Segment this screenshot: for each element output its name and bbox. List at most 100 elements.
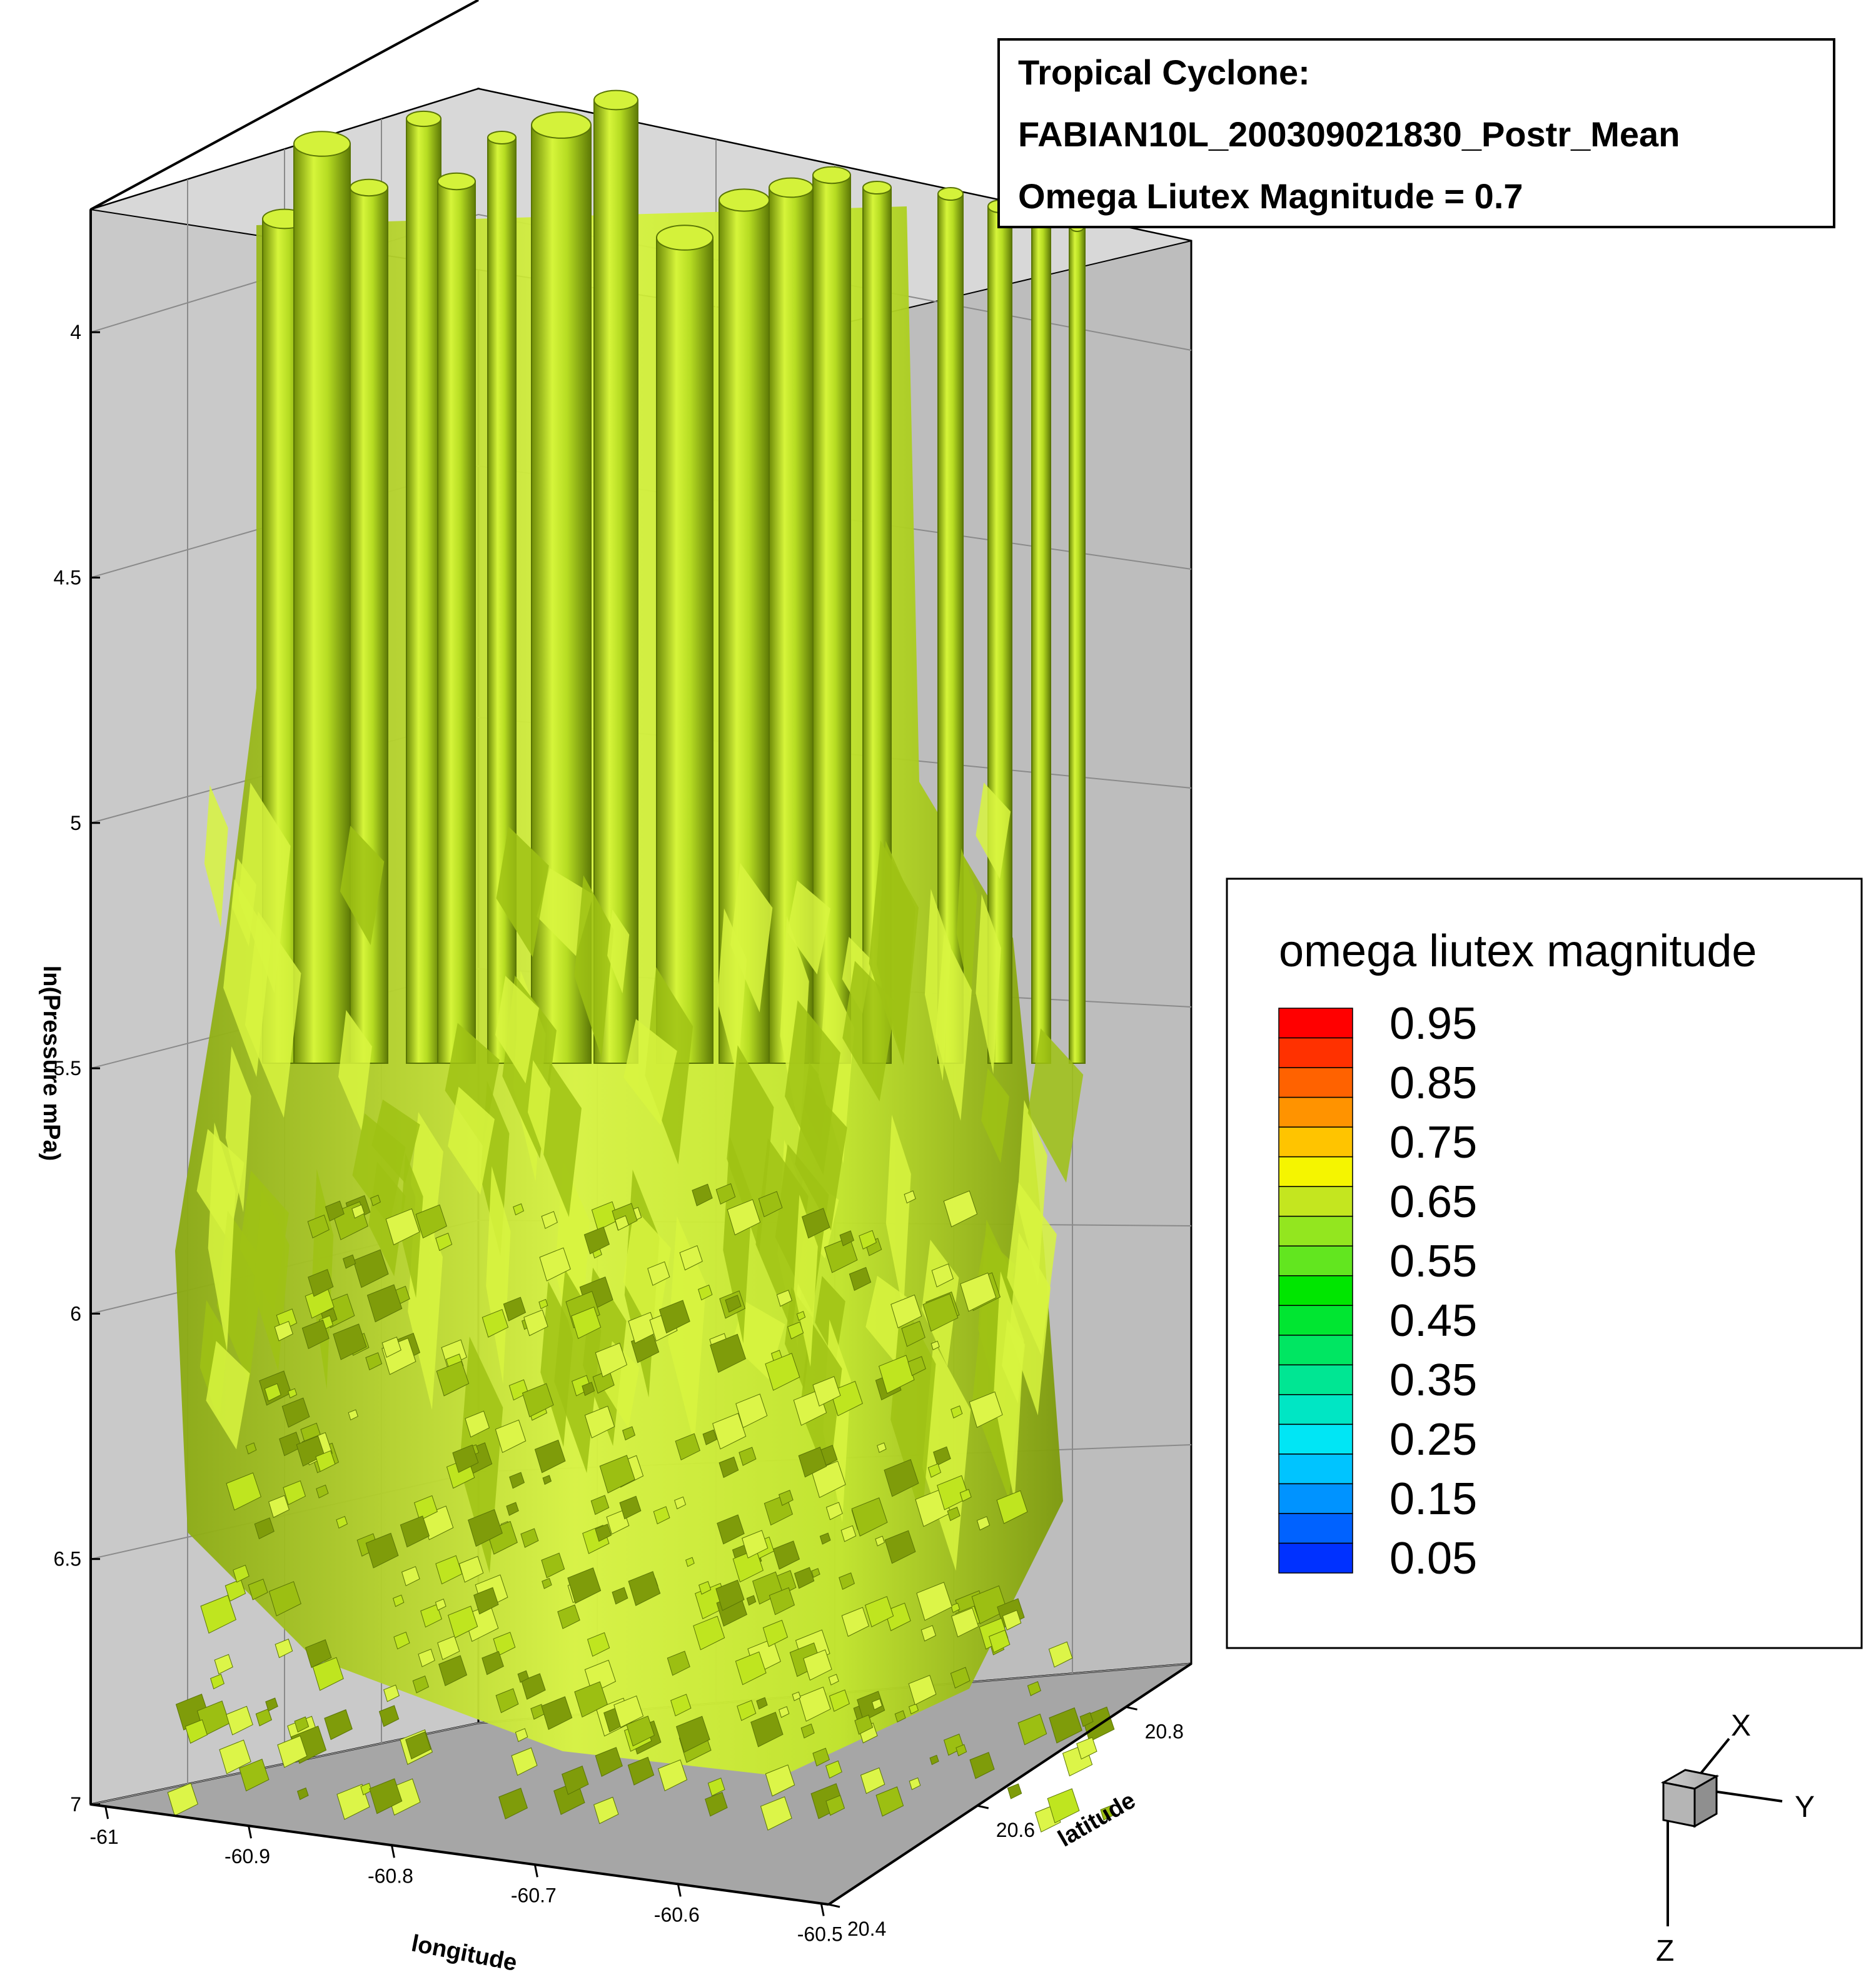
turbulent-fragment — [583, 1226, 610, 1255]
turbulent-fragment — [482, 1308, 509, 1338]
vortex-tube-cap — [593, 89, 638, 111]
turbulent-fragment — [1017, 1713, 1047, 1746]
turbulent-fragment — [542, 1577, 552, 1589]
turbulent-fragment — [571, 1307, 602, 1339]
turbulent-fragment — [1007, 1783, 1022, 1799]
triad-cube-front — [1662, 1781, 1696, 1828]
turbulent-fragment — [951, 1602, 961, 1613]
turbulent-fragment — [336, 1784, 370, 1820]
turbulent-fragment — [959, 1489, 972, 1502]
turbulent-fragment — [719, 1456, 739, 1479]
turbulent-fragment — [539, 1247, 571, 1282]
turbulent-fragment — [268, 1581, 301, 1617]
triad-label-y: Y — [1795, 1791, 1815, 1824]
vortex-fragment — [732, 1300, 785, 1380]
turbulent-fragment — [698, 1284, 713, 1301]
turbulent-fragment — [520, 1528, 539, 1548]
turbulent-fragment — [849, 1267, 872, 1292]
vortex-fragment — [976, 782, 1011, 879]
turbulent-fragment — [943, 1190, 978, 1228]
turbulent-fragment — [482, 1651, 504, 1676]
vortex-tube-cap — [862, 181, 892, 195]
turbulent-fragment — [214, 1654, 233, 1675]
turbulent-fragment — [435, 1555, 463, 1585]
turbulent-fragment — [400, 1515, 430, 1548]
turbulent-fragment — [735, 1393, 768, 1428]
turbulent-fragment — [803, 1649, 832, 1681]
turbulent-fragment — [811, 1460, 846, 1499]
turbulent-fragment — [947, 1507, 961, 1522]
legend-swatch — [1278, 1423, 1353, 1455]
turbulent-fragment — [325, 1200, 345, 1221]
turbulent-fragment — [619, 1495, 642, 1520]
legend-swatch — [1278, 1096, 1353, 1128]
turbulent-fragment — [746, 1595, 757, 1606]
turbulent-fragment — [283, 1480, 306, 1505]
legend-swatch — [1278, 1305, 1353, 1336]
legend-swatches — [1278, 1008, 1353, 1574]
turbulent-fragment — [281, 1397, 310, 1428]
vortex-fragment — [496, 826, 549, 958]
turbulent-fragment — [378, 1705, 400, 1727]
y-tick-label: 20.4 — [847, 1918, 886, 1940]
turbulent-fragment — [184, 1719, 208, 1744]
turbulent-fragment — [996, 1490, 1028, 1524]
turbulent-fragment — [509, 1472, 525, 1489]
turbulent-fragment — [657, 1759, 688, 1792]
vortex-fragment — [495, 976, 539, 1084]
vortex-fragment — [668, 1216, 707, 1445]
legend-label: 0.85 — [1389, 1058, 1477, 1108]
turbulent-fragment — [735, 1651, 767, 1686]
turbulent-fragment — [1079, 1712, 1094, 1727]
z-tick-label: 6.5 — [54, 1548, 81, 1570]
turbulent-fragment — [307, 1214, 330, 1239]
turbulent-fragment — [452, 1444, 479, 1474]
turbulent-fragment — [674, 1496, 687, 1510]
turbulent-fragment — [503, 1297, 527, 1322]
turbulent-fragment — [712, 1413, 747, 1450]
legend-swatch — [1278, 1335, 1353, 1366]
turbulent-fragment — [523, 1309, 548, 1337]
x-tick-label: -60.7 — [511, 1884, 557, 1906]
vortex-fragment — [924, 889, 951, 1081]
turbulent-fragment — [828, 1674, 839, 1686]
triad-cube-side — [1693, 1774, 1718, 1828]
legend-label: 0.15 — [1389, 1474, 1477, 1524]
turbulent-fragment — [438, 1655, 468, 1687]
vortex-fragment — [204, 785, 228, 928]
x-tick-label: -60.6 — [654, 1903, 700, 1926]
turbulent-fragment — [301, 1319, 330, 1350]
turbulent-fragment — [351, 1204, 365, 1219]
vortex-fragment — [206, 1341, 250, 1450]
z-axis-label: ln(Pressure mPa) — [38, 966, 64, 1161]
turbulent-fragment — [692, 1183, 713, 1206]
turbulent-fragment — [756, 1697, 768, 1710]
turbulent-fragment — [765, 1353, 800, 1391]
turbulent-fragment — [802, 1208, 830, 1239]
turbulent-fragment — [760, 1796, 792, 1831]
turbulent-fragment — [908, 1703, 919, 1714]
turbulent-fragment — [595, 1342, 628, 1378]
turbulent-fragment — [465, 1410, 490, 1438]
legend-swatch — [1278, 1037, 1353, 1068]
vortex-fragment — [448, 1086, 495, 1195]
turbulent-fragment — [884, 1459, 919, 1497]
vortex-fragment — [877, 841, 915, 1066]
turbulent-fragment — [233, 1564, 250, 1583]
turbulent-fragment — [859, 1230, 877, 1250]
turbulent-fragment — [839, 1230, 855, 1246]
vortex-tube — [1069, 225, 1086, 1064]
legend-swatch — [1278, 1364, 1353, 1395]
turbulent-fragment — [698, 1580, 712, 1595]
turbulent-fragment — [717, 1514, 745, 1545]
turbulent-fragment — [628, 1571, 661, 1606]
turbulent-fragment — [495, 1419, 527, 1454]
turbulent-fragment — [647, 1261, 670, 1286]
vortex-fragment — [842, 961, 896, 1102]
turbulent-fragment — [412, 1675, 430, 1694]
turbulent-fragment — [894, 1710, 906, 1722]
legend-swatch — [1278, 1454, 1353, 1485]
turbulent-fragment — [811, 1568, 820, 1578]
x-tick-mark — [248, 1825, 252, 1839]
turbulent-fragment — [245, 1442, 257, 1455]
